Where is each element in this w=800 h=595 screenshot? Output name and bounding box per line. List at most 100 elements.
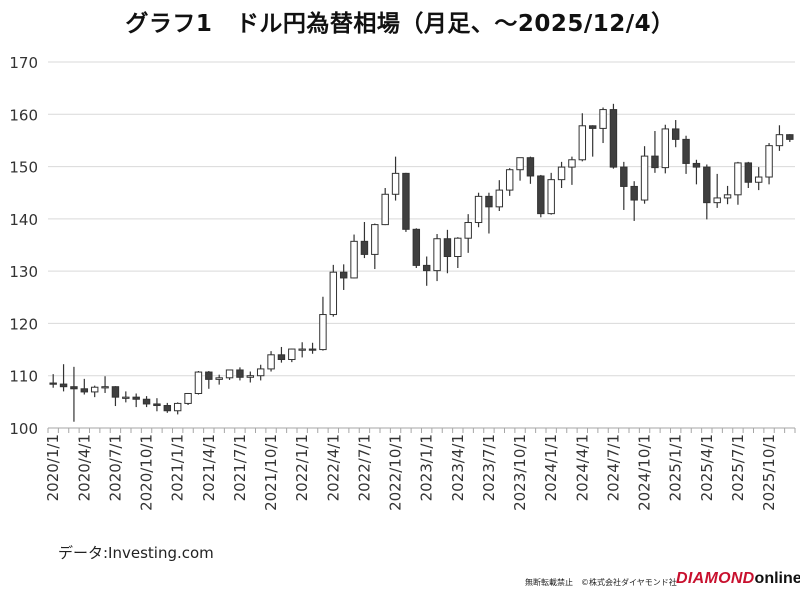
x-tick-label: 2021/4/1 (200, 434, 218, 501)
x-tick-label: 2021/10/1 (262, 434, 280, 511)
candle-body-down (422, 264, 431, 272)
candle-body-down (59, 383, 68, 388)
candle-body-up (713, 197, 721, 204)
x-tick-label: 2024/1/1 (542, 434, 560, 501)
candle-body-up (319, 314, 327, 351)
candle-body-down (671, 128, 680, 140)
candle-body-down (630, 185, 638, 201)
y-tick-label: 170 (9, 54, 38, 72)
candle-body-up (464, 222, 472, 239)
copyright-notice: 無断転載禁止 ©株式会社ダイヤモンド社 (525, 578, 677, 587)
candle-body-down (49, 382, 57, 385)
y-tick-label: 120 (9, 315, 38, 333)
candle-body-down (236, 369, 244, 378)
candle-body-up (723, 194, 732, 199)
candle-body-down (526, 157, 535, 177)
x-tick-label: 2023/10/1 (511, 434, 529, 511)
candle-body-down (651, 155, 659, 169)
x-tick-label: 2023/7/1 (480, 434, 498, 501)
candle-body-down (682, 138, 690, 164)
candle-body-up (350, 240, 358, 279)
candle-body-down (620, 166, 628, 187)
y-tick-label: 130 (9, 263, 38, 281)
x-tick-label: 2024/4/1 (573, 434, 591, 501)
y-tick-label: 160 (9, 106, 38, 124)
candle-body-down (80, 388, 89, 393)
candle-body-up (640, 155, 649, 201)
candle-body-up (225, 369, 234, 379)
candle-body-up (557, 166, 566, 181)
y-tick-label: 150 (9, 159, 38, 177)
candle-body-up (391, 172, 400, 195)
candle-body-down (692, 162, 701, 168)
x-tick-label: 2023/1/1 (418, 434, 436, 501)
x-tick-label: 2021/1/1 (169, 434, 187, 501)
brand-logo-main: DIAMOND (676, 570, 755, 587)
x-tick-label: 2020/4/1 (75, 434, 93, 501)
candle-body-down (412, 228, 421, 266)
candle-body-down (205, 371, 213, 380)
x-tick-label: 2022/10/1 (387, 434, 405, 511)
candle-body-down (588, 125, 597, 129)
candle-body-up (568, 159, 576, 168)
candle-body-up (495, 189, 504, 208)
candle-body-down (339, 271, 348, 279)
candle-body-down (786, 134, 794, 140)
candle-body-down (70, 386, 78, 390)
candle-body-up (173, 402, 182, 412)
candle-body-down (360, 240, 369, 255)
candle-body-up (90, 386, 99, 393)
candle-body-up (267, 354, 275, 370)
y-tick-label: 140 (9, 211, 38, 229)
candle-body-down (744, 162, 753, 183)
candle-body-up (765, 145, 773, 178)
candle-body-down (609, 109, 618, 168)
x-tick-label: 2023/4/1 (449, 434, 467, 501)
candle-body-down (153, 403, 161, 407)
candle-body-up (371, 224, 379, 255)
candle-body-up (184, 392, 192, 404)
candle-body-up (381, 193, 389, 226)
y-tick-label: 100 (9, 420, 38, 438)
candle-body-down (111, 386, 120, 398)
brand-logo-suffix: online (754, 570, 800, 587)
candle-body-up (433, 238, 441, 272)
candle-body-up (734, 162, 742, 196)
candle-body-down (277, 354, 286, 361)
x-tick-label: 2024/7/1 (604, 434, 622, 501)
candle-body-up (775, 134, 784, 147)
candle-body-up (474, 195, 483, 224)
candle-body-down (485, 195, 493, 208)
candle-body-down (308, 348, 317, 351)
x-tick-label: 2025/4/1 (698, 434, 716, 501)
candle-body-up (547, 179, 555, 215)
candle-body-up (454, 237, 462, 258)
candle-body-down (132, 396, 140, 400)
x-tick-label: 2020/7/1 (106, 434, 124, 501)
candle-body-up (122, 396, 130, 399)
candle-body-up (101, 386, 109, 389)
x-tick-label: 2025/7/1 (729, 434, 747, 501)
x-tick-label: 2022/1/1 (293, 434, 311, 501)
candle-body-down (537, 175, 545, 215)
candle-body-up (298, 348, 306, 351)
candle-body-up (215, 377, 223, 380)
candle-body-down (163, 405, 172, 412)
x-tick-label: 2022/7/1 (355, 434, 373, 501)
x-tick-label: 2024/10/1 (636, 434, 654, 511)
x-tick-label: 2021/7/1 (231, 434, 249, 501)
candle-body-up (246, 375, 255, 378)
candle-body-up (516, 157, 524, 171)
candle-body-up (329, 271, 338, 316)
candle-body-down (402, 172, 410, 230)
x-tick-label: 2025/10/1 (760, 434, 778, 511)
candle-body-down (703, 166, 711, 204)
candle-body-up (661, 128, 670, 169)
source-note: データ:Investing.com (58, 544, 214, 562)
candle-body-down (142, 398, 151, 405)
brand-logo: DIAMONDonline (676, 570, 800, 588)
x-tick-label: 2022/4/1 (324, 434, 342, 501)
candle-body-down (443, 238, 452, 258)
